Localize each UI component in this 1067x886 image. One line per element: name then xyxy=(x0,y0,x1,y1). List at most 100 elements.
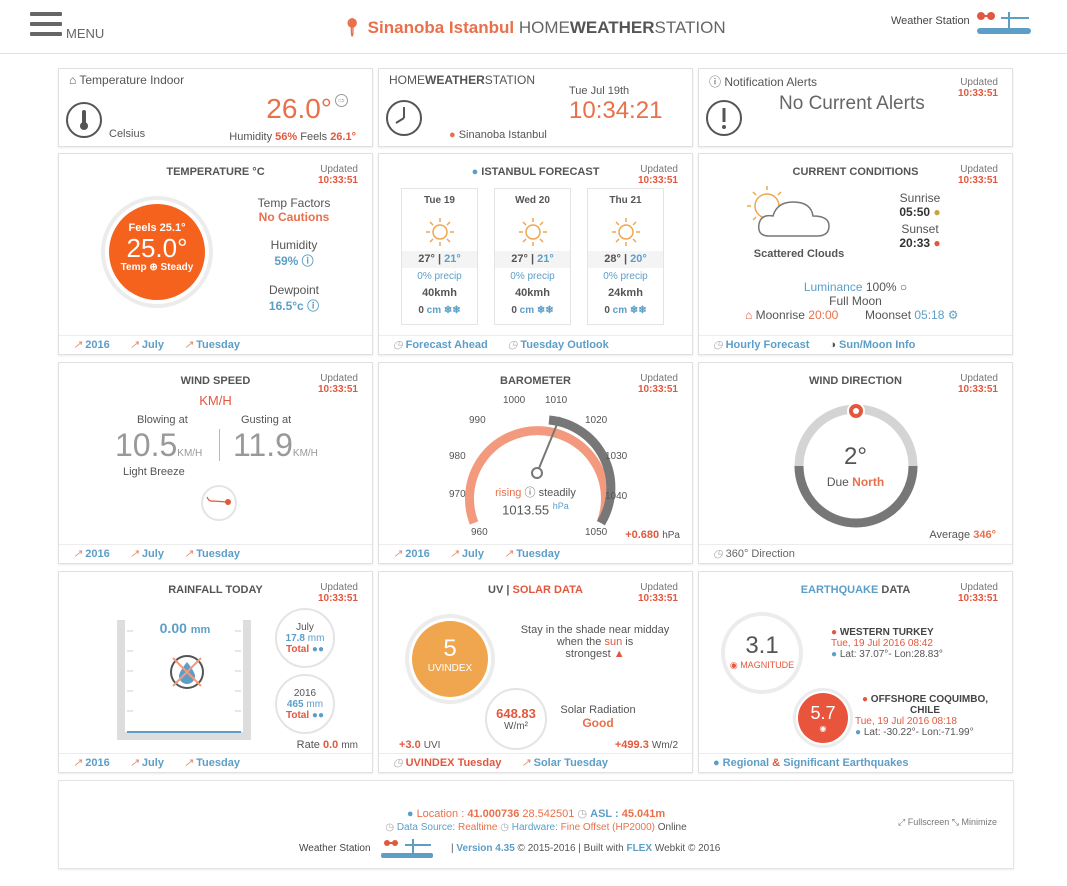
link-tuesday[interactable]: ↗ Tuesday xyxy=(183,339,240,351)
forecast-precip: 0% precip xyxy=(417,271,462,282)
forecast-high: 27° xyxy=(418,253,435,265)
winddir-title: WIND DIRECTION xyxy=(809,375,902,387)
link-july[interactable]: ↗ July xyxy=(129,757,164,769)
logo-text: Weather Station xyxy=(891,15,970,27)
site-footer: ● Location : 41.000736 28.542501 ◷ ASL :… xyxy=(58,780,1014,869)
link-2016[interactable]: ↗ 2016 xyxy=(73,548,110,560)
footer-hw: Fine Offset (HP2000) xyxy=(560,822,655,833)
forecast-temp: 28° | 20° xyxy=(588,251,663,268)
baro-tick: 1050 xyxy=(585,527,608,538)
title-brand-station: STATION xyxy=(654,18,726,37)
rain-value: 0.00 mm xyxy=(139,620,231,636)
link-tuesday[interactable]: ↗ Tuesday xyxy=(183,548,240,560)
forecast-day-3: Thu 21 28° | 20° 0% precip 24kmh 0 cm ❄❄ xyxy=(587,188,664,325)
link-tuesday[interactable]: ↗ Tuesday xyxy=(503,548,560,560)
temp-trend: Temp ⊕ Steady xyxy=(120,262,194,273)
temperature-title: TEMPERATURE °C xyxy=(166,166,265,178)
luminance-label: Luminance xyxy=(803,280,863,294)
moon-phase: Full Moon xyxy=(829,294,882,308)
alerts-title: ⓘ Notification Alerts xyxy=(709,75,818,89)
conditions-desc: Scattered Clouds xyxy=(753,248,845,260)
home-weather-station-card: HOMEWEATHERSTATION Tue Jul 19th 10:34:21… xyxy=(378,68,693,147)
weather-station-logo: Weather Station xyxy=(891,8,1051,38)
earthquake-card: EARTHQUAKE DATA Updated 10:33:51 3.1 ◉ MA… xyxy=(698,571,1013,773)
clock-icon xyxy=(386,100,422,136)
wind-divider xyxy=(219,429,220,461)
hws-date: Tue Jul 19th xyxy=(569,85,630,97)
updated-label: Updated xyxy=(960,373,998,384)
solar-label: Solar Radiation xyxy=(560,704,636,716)
link-tuesday[interactable]: ↗ Tuesday xyxy=(183,757,240,769)
fullscreen-icon: ⤢ xyxy=(898,817,906,827)
baro-reading: 1013.55 hPa xyxy=(379,501,692,517)
link-2016[interactable]: ↗ 2016 xyxy=(73,757,110,769)
forecast-card: ● ISTANBUL FORECAST Updated 10:33:51 Tue … xyxy=(378,153,693,355)
footer-view-controls: ⤢ Fullscreen ⤡ Minimize xyxy=(898,817,997,828)
forecast-snow-unit: cm xyxy=(519,305,535,316)
uv-title: UV | SOLAR DATA xyxy=(488,584,583,596)
link-regional-earthquakes[interactable]: ● Regional & Significant Earthquakes xyxy=(713,757,909,769)
link-360-direction[interactable]: ◷ 360° Direction xyxy=(713,548,795,560)
uv-trend-value: +3.0 xyxy=(399,739,421,751)
link-july[interactable]: ↗ July xyxy=(129,339,164,351)
temp-gauge-ring: Feels 25.1° 25.0° Temp ⊕ Steady xyxy=(101,196,213,308)
forecast-temp: 27° | 21° xyxy=(495,251,570,268)
humidity-value: 56% xyxy=(275,131,298,143)
uv-advice-sun: sun xyxy=(604,636,623,648)
rain-year-total-label: Total xyxy=(285,710,310,721)
link-hourly-forecast[interactable]: ◷ Hourly Forecast xyxy=(713,339,810,351)
avg-label: Average xyxy=(929,529,971,541)
link-july-label: July xyxy=(461,548,484,560)
link-2016-label: 2016 xyxy=(85,757,110,769)
page-title: 📍︎ Sinanoba Istanbul HOMEWEATHERSTATION xyxy=(0,18,1067,38)
forecast-updated: Updated 10:33:51 xyxy=(638,164,678,186)
temp-trend-value: Steady xyxy=(160,262,194,273)
winddir-updated: Updated 10:33:51 xyxy=(958,373,998,395)
updated-time: 10:33:51 xyxy=(317,384,358,395)
wind-desc: Light Breeze xyxy=(123,466,185,478)
baro-tick: 960 xyxy=(471,527,488,538)
weather-station-icon xyxy=(977,12,1031,34)
winddir-due: Due xyxy=(826,475,849,489)
barometer-hub xyxy=(531,467,543,479)
link-hourly-forecast-label: Hourly Forecast xyxy=(725,339,810,351)
hamburger-icon xyxy=(30,12,62,42)
uv-advice-text: Stay in the shade near midday when the xyxy=(520,624,670,648)
hws-time: 10:34:21 xyxy=(569,97,663,124)
moonset-icon: ⚙ xyxy=(947,308,959,322)
link-july[interactable]: ↗ July xyxy=(449,548,484,560)
uv-value: 5 xyxy=(443,635,457,662)
link-forecast-ahead[interactable]: ◷ Forecast Ahead xyxy=(393,339,488,351)
quake-latlon: Lat: -30.22°- Lon:-71.99° xyxy=(863,727,974,738)
footer-ds: Realtime xyxy=(457,822,498,833)
link-uvindex-tuesday[interactable]: ◷ UVINDEX Tuesday xyxy=(393,757,502,769)
luminance: Luminance 100% ○ xyxy=(803,280,908,294)
link-july[interactable]: ↗ July xyxy=(129,548,164,560)
rain-updated: Updated 10:33:51 xyxy=(318,582,358,604)
link-tuesday-outlook[interactable]: ◷ Tuesday Outlook xyxy=(507,339,609,351)
updated-time: 10:33:51 xyxy=(957,175,998,186)
uv-footer: ◷ UVINDEX Tuesday ↗ Solar Tuesday xyxy=(379,753,692,772)
forecast-title: ● ISTANBUL FORECAST xyxy=(471,166,600,178)
moonset: Moonset 05:18 ⚙ xyxy=(865,308,959,322)
updated-label: Updated xyxy=(640,373,678,384)
footer-ws-text: Weather Station xyxy=(299,843,371,854)
hws-title: HOMEWEATHERSTATION xyxy=(389,73,535,87)
blowing-value: 10.5KM/H xyxy=(115,427,202,464)
baro-rising: rising xyxy=(495,487,522,499)
link-solar-tuesday[interactable]: ↗ Solar Tuesday xyxy=(521,757,608,769)
footer-version-value: Version 4.35 xyxy=(456,843,515,854)
minimize-button[interactable]: ⤡ Minimize xyxy=(952,817,997,827)
temp-value: 25.0° xyxy=(126,233,188,263)
fullscreen-button[interactable]: ⤢ Fullscreen xyxy=(898,817,949,827)
forecast-title-text: ISTANBUL FORECAST xyxy=(481,166,600,178)
quake-magnitude-2: 5.7 ◉ xyxy=(793,688,853,748)
link-tuesday-label: Tuesday xyxy=(516,548,560,560)
minimize-label: Minimize xyxy=(961,817,997,827)
quake-icon: ◉ xyxy=(729,660,738,670)
link-2016[interactable]: ↗ 2016 xyxy=(393,548,430,560)
moonset-time: 05:18 xyxy=(914,308,945,322)
link-2016[interactable]: ↗ 2016 xyxy=(73,339,110,351)
menu-button[interactable]: MENU xyxy=(30,12,120,42)
link-sun-moon-info[interactable]: ◑ Sun/Moon Info xyxy=(829,339,916,351)
